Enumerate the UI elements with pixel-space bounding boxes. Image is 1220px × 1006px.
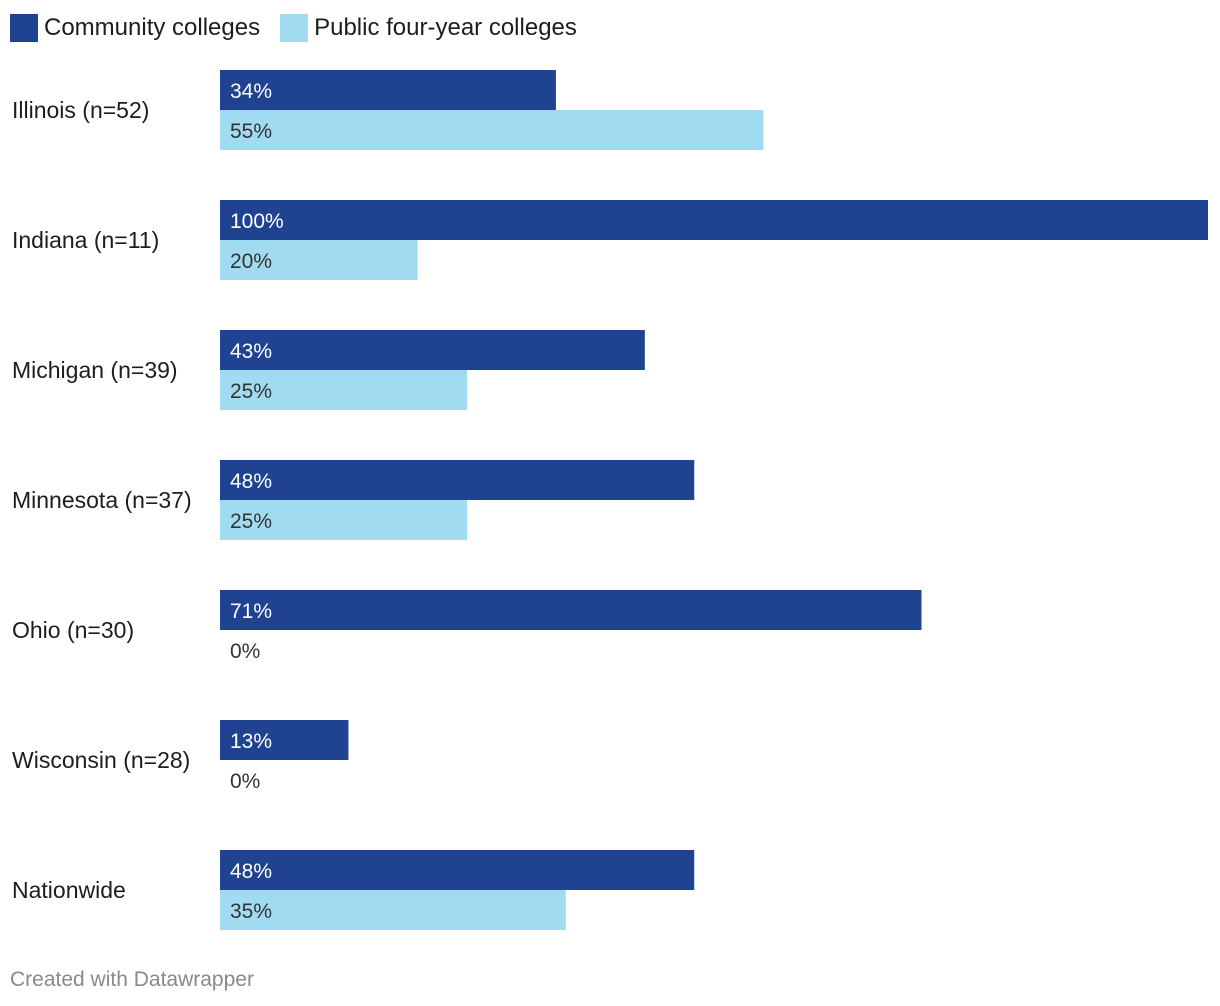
value-label-community-ohio-n-30: 71% [230, 600, 272, 623]
value-label-public-ohio-n-30: 0% [230, 640, 260, 663]
category-label-wisconsin-n-28: Wisconsin (n=28) [12, 747, 190, 773]
bar-community-nationwide [220, 850, 695, 890]
category-label-indiana-n-11: Indiana (n=11) [12, 227, 159, 253]
bar-community-indiana-n-11 [220, 200, 1208, 240]
value-label-community-wisconsin-n-28: 13% [230, 730, 272, 753]
legend-item-community: Community colleges [10, 14, 260, 42]
category-label-michigan-n-39: Michigan (n=39) [12, 357, 178, 383]
value-label-public-illinois-n-52: 55% [230, 120, 272, 143]
bar-public-indiana-n-11 [220, 240, 418, 280]
category-label-nationwide: Nationwide [12, 877, 126, 903]
value-label-community-michigan-n-39: 43% [230, 340, 272, 363]
value-label-public-wisconsin-n-28: 0% [230, 770, 260, 793]
footer-credit: Created with Datawrapper [10, 968, 254, 991]
bar-community-michigan-n-39 [220, 330, 645, 370]
bar-community-illinois-n-52 [220, 70, 556, 110]
category-label-ohio-n-30: Ohio (n=30) [12, 617, 134, 643]
bar-community-minnesota-n-37 [220, 460, 695, 500]
bar-public-illinois-n-52 [220, 110, 764, 150]
legend-label-community: Community colleges [44, 14, 261, 41]
category-label-illinois-n-52: Illinois (n=52) [12, 97, 149, 123]
legend-swatch-public [280, 14, 309, 42]
legend-swatch-community [10, 14, 38, 42]
bar-community-wisconsin-n-28 [220, 720, 349, 760]
legend-item-public: Public four-year colleges [280, 14, 577, 42]
value-label-community-indiana-n-11: 100% [230, 210, 284, 233]
category-label-minnesota-n-37: Minnesota (n=37) [12, 487, 192, 513]
bar-community-ohio-n-30 [220, 590, 922, 630]
bar-public-nationwide [220, 890, 566, 930]
value-label-community-nationwide: 48% [230, 860, 272, 883]
bar-public-michigan-n-39 [220, 370, 467, 410]
legend: Community colleges Public four-year coll… [10, 12, 597, 44]
value-label-community-illinois-n-52: 34% [230, 80, 272, 103]
bar-public-minnesota-n-37 [220, 500, 467, 540]
value-label-public-minnesota-n-37: 25% [230, 510, 272, 533]
value-label-public-nationwide: 35% [230, 900, 272, 923]
value-label-community-minnesota-n-37: 48% [230, 470, 272, 493]
value-label-public-indiana-n-11: 20% [230, 250, 272, 273]
value-label-public-michigan-n-39: 25% [230, 380, 272, 403]
legend-label-public: Public four-year colleges [314, 14, 577, 41]
